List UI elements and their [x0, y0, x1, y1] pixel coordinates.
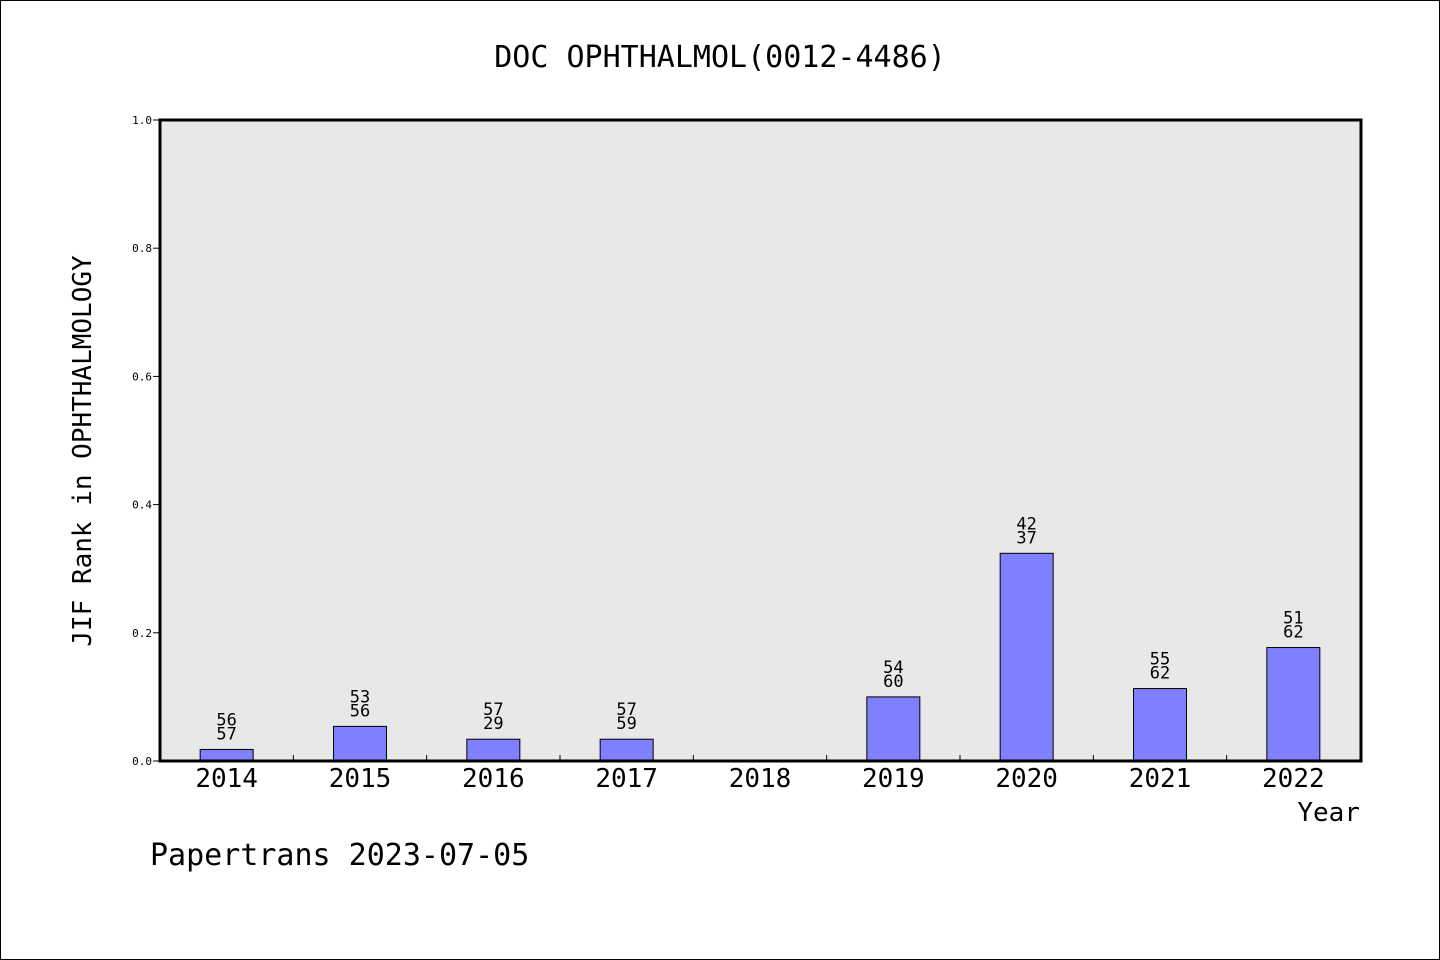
- plot-area: [160, 120, 1361, 761]
- y-tick-label: 0.6: [132, 370, 152, 383]
- y-tick-label: 0.0: [132, 755, 152, 768]
- bar-label-top: 57: [616, 700, 636, 720]
- bar-2014: [199, 748, 254, 762]
- chart-title: DOC OPHTHALMOL(0012-4486): [494, 40, 946, 75]
- x-tick-label: 2021: [1129, 764, 1192, 794]
- bar-2016: [466, 738, 521, 762]
- x-tick-label: 2015: [329, 764, 392, 794]
- bar-2020: [999, 552, 1054, 762]
- y-tick-label: 0.8: [132, 242, 152, 255]
- bar-label-bottom: 59: [616, 714, 636, 734]
- bar-label-bottom: 37: [1016, 528, 1036, 548]
- x-tick-label: 2014: [195, 764, 258, 794]
- bar-label-bottom: 29: [483, 714, 503, 734]
- bar-label-top: 42: [1016, 514, 1036, 534]
- bar-2022: [1266, 647, 1321, 762]
- bar-2017: [599, 738, 654, 762]
- bar-label-bottom: 60: [883, 672, 903, 692]
- x-axis-ticks: 2014 2015 2016 2017 2018 2019 2020 2021 2022: [195, 755, 1325, 794]
- y-tick-label: 0.4: [132, 499, 152, 512]
- x-tick-label: 2017: [595, 764, 658, 794]
- bar-2019: [866, 696, 921, 762]
- bar-label-top: 57: [483, 700, 503, 720]
- bar-2015: [333, 725, 387, 762]
- y-tick-label: 1.0: [132, 114, 152, 127]
- y-axis-ticks: 0.0 0.2 0.4 0.6 0.8 1.0: [132, 114, 160, 768]
- x-tick-label: 2018: [729, 764, 792, 794]
- x-tick-label: 2020: [995, 764, 1058, 794]
- bar-label-top: 51: [1283, 609, 1303, 629]
- bar-label-bottom: 56: [350, 701, 370, 721]
- bar-label-top: 53: [350, 687, 370, 707]
- bar-label-bottom: 62: [1150, 664, 1170, 684]
- x-tick-label: 2019: [862, 764, 925, 794]
- bar-label-top: 56: [216, 710, 236, 730]
- x-axis-label: Year: [1297, 798, 1360, 828]
- bar-label-bottom: 62: [1283, 623, 1303, 643]
- plot-border: [158, 118, 1363, 763]
- bar-label-top: 54: [883, 658, 903, 678]
- bar-label-top: 55: [1150, 650, 1170, 670]
- x-tick-label: 2016: [462, 764, 525, 794]
- y-tick-label: 0.2: [132, 627, 152, 640]
- x-tick-label: 2022: [1262, 764, 1325, 794]
- footer-credit: Papertrans 2023-07-05: [150, 838, 529, 873]
- bar-2021: [1133, 688, 1187, 762]
- bar-label-bottom: 57: [216, 724, 236, 744]
- y-axis-label: JIF Rank in OPHTHALMOLOGY: [68, 255, 98, 647]
